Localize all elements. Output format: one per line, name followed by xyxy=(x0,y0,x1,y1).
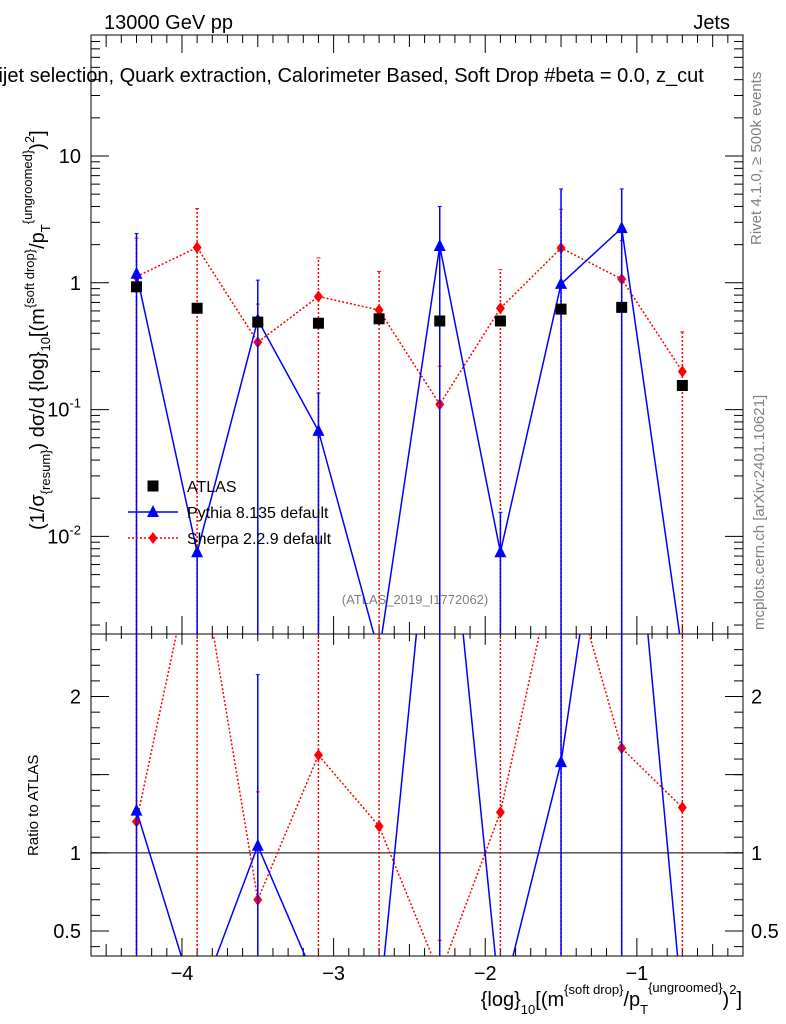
sherpa-point xyxy=(374,304,384,317)
pythia-point xyxy=(130,266,143,279)
pythia-ratio-point xyxy=(676,1001,688,1013)
main-series xyxy=(130,188,688,634)
sherpa-point xyxy=(192,241,202,254)
atlas-point xyxy=(434,315,446,327)
main-y-tick-label: 1 xyxy=(70,273,81,295)
pythia-ratio-point xyxy=(555,755,568,768)
atlas-point xyxy=(616,301,628,313)
pythia-ratio-point xyxy=(130,803,143,816)
legend-marker xyxy=(147,480,159,492)
pythia-ratio-line xyxy=(135,634,679,956)
atlas-point xyxy=(676,379,688,391)
atlas-point xyxy=(494,315,506,327)
x-tick-label: −3 xyxy=(322,963,345,985)
sherpa-line xyxy=(136,246,683,406)
ratio-y-tick-label-right: 1 xyxy=(751,843,762,865)
mcplots-caption: mcplots.cern.ch [arXiv:2401.10621] xyxy=(751,395,768,630)
ratio-panel-frame xyxy=(90,633,744,957)
x-tick-label: −2 xyxy=(474,963,497,985)
legend-marker xyxy=(147,505,159,517)
legend: ATLAS Pythia 8.135 default Sherpa 2.2.9 de… xyxy=(128,479,332,548)
legend-label: Pythia 8.135 default xyxy=(187,505,329,522)
atlas-point xyxy=(373,313,385,325)
ratio-y-tick-label: 1 xyxy=(70,843,81,865)
ratio-y-tick-label-right: 0.5 xyxy=(751,921,779,943)
pythia-line xyxy=(135,226,681,634)
sherpa-ratio-point xyxy=(374,820,384,833)
legend-label: ATLAS xyxy=(187,479,237,496)
atlas-point xyxy=(252,316,264,328)
rivet-caption: Rivet 4.1.0, ≥ 500k events xyxy=(748,72,765,245)
ratio-y-tick-label: 2 xyxy=(70,687,81,709)
atlas-point xyxy=(555,303,567,315)
pythia-ratio-point xyxy=(373,1002,385,1014)
ratio-y-axis-label: Ratio to ATLAS xyxy=(25,755,42,856)
ratio-series xyxy=(130,634,688,1014)
ratio-y-tick-label: 0.5 xyxy=(53,921,81,943)
pythia-point xyxy=(312,423,325,436)
sherpa-ratio-point xyxy=(313,749,323,762)
pythia-ratio-point xyxy=(251,838,264,851)
sherpa-ratio-point xyxy=(495,806,505,819)
x-axis-label: {log}10[(m{soft drop}/pT{ungroomed})2] xyxy=(481,980,742,1017)
ratio-y-tick-label-right: 2 xyxy=(751,687,762,709)
main-y-tick-label: 10 xyxy=(59,146,81,168)
main-y-axis-label: (1/σ{resum}) dσ/d {log}10[(m{soft drop}/… xyxy=(20,130,53,530)
legend-marker xyxy=(148,532,158,544)
main-y-tick-label: 10-1 xyxy=(47,396,81,422)
process-label: Jets xyxy=(693,12,730,34)
x-tick-label: −4 xyxy=(171,963,194,985)
sherpa-ratio-point xyxy=(677,801,687,814)
atlas-point xyxy=(312,317,324,329)
pythia-point xyxy=(615,221,628,234)
sherpa-ratio-line xyxy=(135,634,683,956)
beam-energy-label: 13000 GeV pp xyxy=(104,12,233,34)
pythia-point xyxy=(191,545,204,558)
main-y-tick-label: 10-2 xyxy=(47,522,81,548)
pythia-point xyxy=(555,276,568,289)
analysis-watermark: (ATLAS_2019_I1772062) xyxy=(342,592,488,607)
pythia-point xyxy=(433,239,446,252)
x-tick-label: −1 xyxy=(625,963,648,985)
legend-label: Sherpa 2.2.9 default xyxy=(187,531,332,548)
atlas-point xyxy=(130,281,142,293)
ratio-axes: −4 −3 −2 −1 0.5 0.5 1 1 2 2 xyxy=(53,634,779,985)
sherpa-point xyxy=(495,302,505,315)
sherpa-ratio-point xyxy=(435,969,444,981)
sherpa-point xyxy=(677,365,687,378)
atlas-point xyxy=(191,302,203,314)
pythia-ratio-point xyxy=(191,1000,203,1012)
sherpa-point xyxy=(313,290,323,303)
plot-title: Dijet selection, Quark extraction, Calor… xyxy=(0,65,704,87)
pythia-point xyxy=(494,545,507,558)
